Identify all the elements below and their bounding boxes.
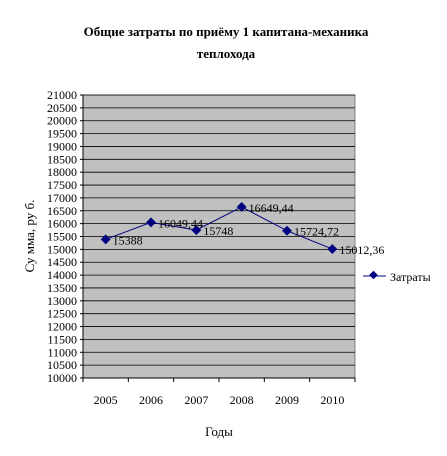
data-label: 16049,44 [158,216,203,230]
y-tick-label: 11000 [47,345,77,359]
legend: Затраты [363,270,431,284]
data-point [327,244,338,254]
y-tick-label: 10500 [47,358,77,372]
x-tick-label: 2006 [139,393,163,407]
y-tick-label: 19000 [47,139,77,153]
data-label: 15748 [203,224,233,238]
series-line [105,206,333,250]
x-tick-label: 2005 [94,393,118,407]
x-axis-ticks: 2005 2006 2007 2008 2009 2010 [82,377,356,407]
x-tick-label: 2009 [275,393,299,407]
chart-title-line2: теплохода [197,46,256,61]
data-label: 16649,44 [249,201,294,215]
x-tick-label: 2010 [320,393,344,407]
x-axis-label: Годы [205,424,233,439]
data-label: 15724,72 [294,225,339,239]
data-label: 15388 [113,233,143,247]
y-tick-label: 11500 [47,332,77,346]
y-axis-label: Су мма, ру б. [22,200,37,273]
series-markers [100,201,338,254]
y-axis-ticks: 1000010500110001150012000125001300013500… [47,88,84,385]
x-tick-label: 2008 [230,393,254,407]
data-label: 15012,36 [339,243,384,257]
y-tick-label: 14500 [47,255,77,269]
y-tick-label: 12000 [47,320,77,334]
chart-title-line1: Общие затраты по приёму 1 капитана-механ… [84,24,369,39]
y-tick-label: 15000 [47,242,77,256]
y-tick-label: 13000 [47,294,77,308]
y-tick-label: 15500 [47,230,77,244]
y-tick-label: 17000 [47,191,77,205]
y-tick-label: 18500 [47,152,77,166]
series-line-path [105,206,333,250]
legend-label: Затраты [390,270,431,284]
y-tick-label: 12500 [47,307,77,321]
y-tick-label: 21000 [47,88,77,102]
y-tick-label: 18000 [47,165,77,179]
y-tick-label: 14000 [47,268,77,282]
x-tick-label: 2007 [184,393,208,407]
y-tick-label: 17500 [47,178,77,192]
y-tick-label: 10000 [47,371,77,385]
data-point [191,225,202,236]
data-point [282,225,292,236]
data-point [236,201,247,212]
data-point [146,217,156,228]
y-tick-label: 16500 [47,204,77,218]
y-tick-label: 13500 [47,281,77,295]
y-tick-label: 19500 [47,127,77,141]
legend-marker [369,270,378,280]
data-point [100,234,111,245]
y-tick-label: 20500 [47,101,77,115]
y-tick-label: 16000 [47,217,77,231]
y-tick-label: 20000 [47,114,77,128]
